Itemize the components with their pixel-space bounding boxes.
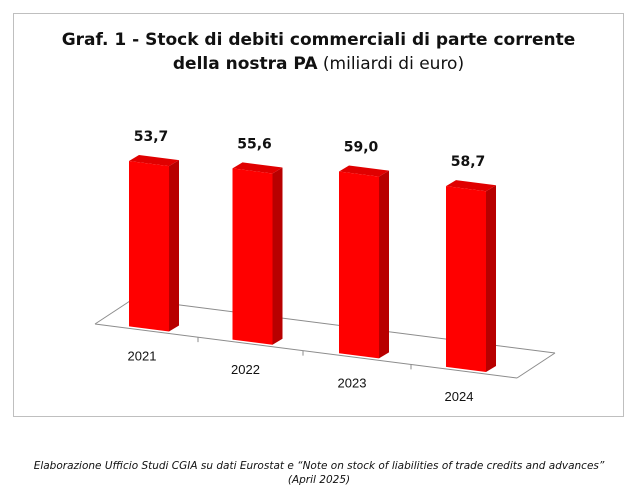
source-note-line1: Elaborazione Ufficio Studi CGIA su dati … — [33, 460, 605, 472]
x-tick-label: 2023 — [338, 376, 367, 391]
chart-title: Graf. 1 - Stock di debiti commerciali di… — [14, 28, 623, 76]
bar-top — [339, 165, 389, 177]
floor-front-edge — [94, 323, 518, 379]
chart-title-line2-bold: della nostra PA — [172, 54, 318, 74]
chart-title-line2: della nostra PA (miliardi di euro) — [173, 54, 464, 74]
x-tick-label: 2024 — [445, 389, 474, 404]
bar-top — [446, 180, 496, 192]
chart-title-line2-unit: (miliardi di euro) — [317, 54, 465, 74]
bar-value-label: 59,0 — [344, 140, 379, 156]
x-tick-label: 2021 — [128, 349, 157, 364]
bar-side — [272, 167, 283, 345]
bar — [129, 160, 169, 332]
bar-side — [379, 170, 389, 359]
bar-side — [486, 185, 496, 373]
chart-frame: Graf. 1 - Stock di debiti commerciali di… — [13, 13, 624, 417]
bar — [339, 171, 379, 359]
bar-value-label: 53,7 — [134, 129, 169, 145]
source-note-line2: (April 2025) — [287, 474, 351, 486]
bar — [232, 168, 273, 345]
bar-value-label: 58,7 — [451, 154, 486, 170]
floor-left-edge — [94, 298, 134, 325]
source-note: Elaborazione Ufficio Studi CGIA su dati … — [0, 459, 638, 487]
x-tick-label: 2022 — [231, 362, 260, 377]
floor-right-edge — [516, 352, 556, 379]
bar — [446, 186, 486, 373]
chart-title-line1: Graf. 1 - Stock di debiti commerciali di… — [61, 30, 576, 50]
bar-value-label: 55,6 — [237, 136, 272, 152]
bar-top — [129, 154, 179, 167]
bar-side — [169, 160, 179, 332]
bar-top — [232, 162, 283, 174]
